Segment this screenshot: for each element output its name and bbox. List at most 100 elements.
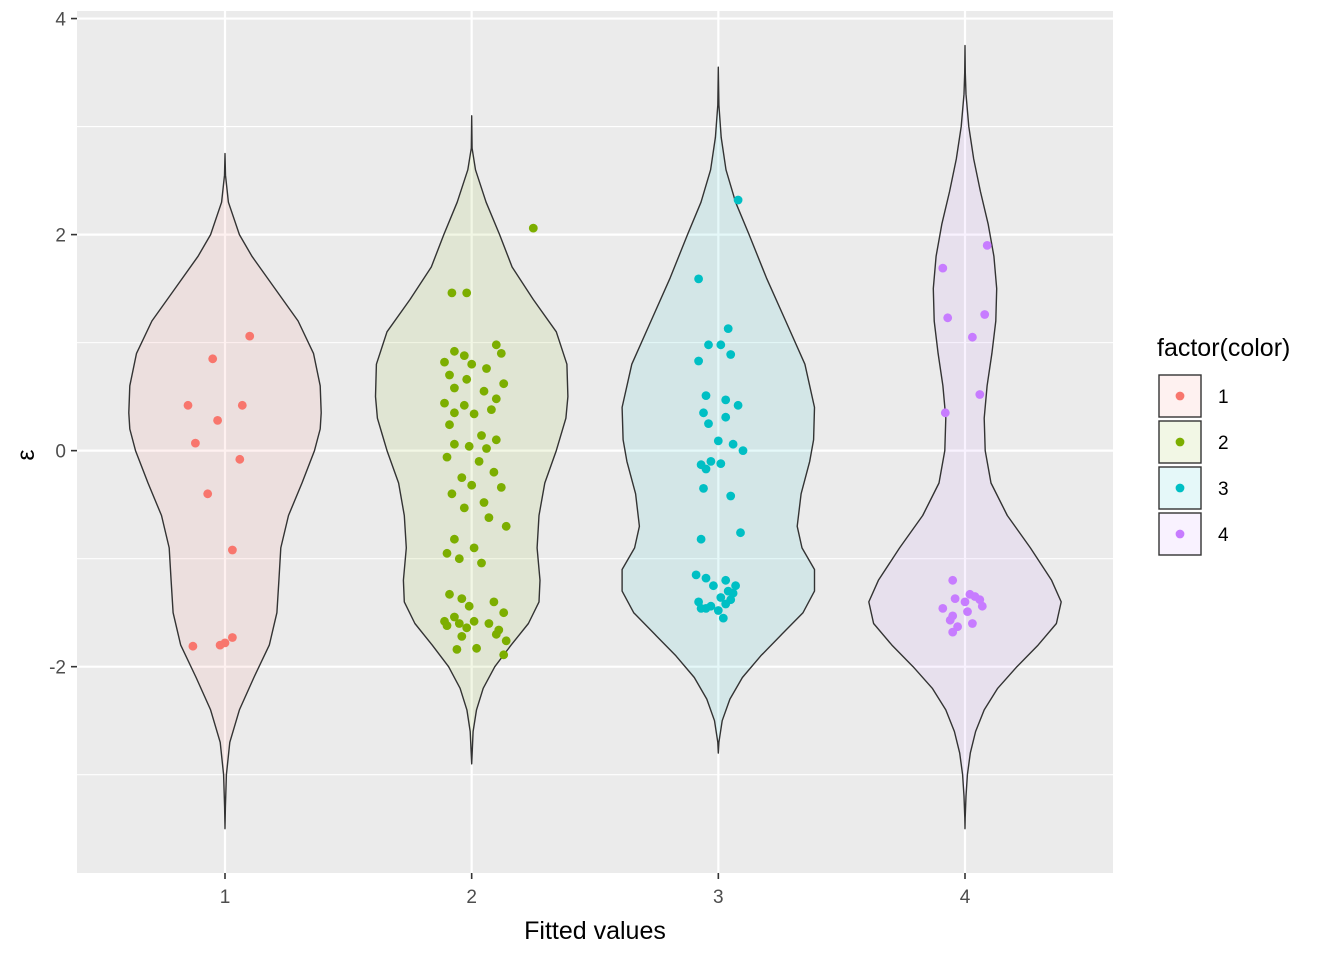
point-group-2 bbox=[464, 601, 474, 611]
point-group-2 bbox=[440, 357, 449, 367]
legend-keys: 1 2 3 4 bbox=[1158, 374, 1229, 556]
point-group-2 bbox=[499, 608, 509, 618]
violin-2 bbox=[374, 115, 569, 765]
point-group-3 bbox=[716, 459, 726, 468]
y-tick-label: 4 bbox=[55, 10, 66, 31]
point-group-4 bbox=[945, 615, 955, 625]
point-group-2 bbox=[459, 503, 469, 513]
point-group-1 bbox=[235, 454, 245, 464]
x-tick-label: 4 bbox=[960, 887, 971, 908]
point-group-3 bbox=[716, 340, 726, 350]
point-group-1 bbox=[237, 400, 247, 410]
point-group-2 bbox=[467, 480, 477, 490]
point-group-2 bbox=[501, 636, 511, 646]
point-group-1 bbox=[228, 633, 237, 642]
x-axis-ticks: 1 2 3 4 bbox=[220, 873, 971, 908]
point-group-3 bbox=[704, 419, 713, 428]
violin-4 bbox=[868, 44, 1062, 830]
legend-title: factor(color) bbox=[1157, 334, 1290, 362]
point-group-2 bbox=[469, 543, 479, 553]
point-group-3 bbox=[726, 350, 736, 359]
point-group-2 bbox=[440, 398, 449, 408]
point-group-2 bbox=[528, 223, 538, 233]
point-group-3 bbox=[696, 534, 706, 544]
point-group-2 bbox=[479, 498, 489, 507]
y-tick-label: 2 bbox=[55, 226, 66, 247]
point-group-4 bbox=[968, 332, 977, 342]
legend-label: 4 bbox=[1218, 525, 1229, 546]
point-group-3 bbox=[713, 436, 723, 446]
point-group-3 bbox=[721, 412, 731, 422]
point-group-3 bbox=[691, 570, 701, 580]
point-group-4 bbox=[977, 601, 987, 611]
point-group-2 bbox=[457, 473, 467, 482]
point-group-2 bbox=[462, 288, 472, 298]
point-group-3 bbox=[701, 464, 711, 474]
legend-key-point bbox=[1175, 437, 1185, 447]
point-group-2 bbox=[487, 405, 496, 414]
point-group-2 bbox=[484, 619, 494, 628]
point-group-4 bbox=[948, 575, 958, 585]
point-group-3 bbox=[728, 439, 738, 449]
point-group-2 bbox=[501, 521, 511, 531]
point-group-3 bbox=[696, 604, 706, 613]
legend-key-2: 2 bbox=[1158, 420, 1229, 464]
violin-3 bbox=[621, 66, 816, 754]
legend-key-point bbox=[1175, 483, 1185, 493]
point-group-2 bbox=[467, 359, 477, 369]
point-group-2 bbox=[489, 597, 499, 607]
y-axis-ticks: -2 0 2 4 bbox=[49, 10, 77, 679]
point-group-2 bbox=[499, 379, 509, 389]
minor-gridlines bbox=[77, 126, 1113, 776]
point-group-2 bbox=[454, 554, 464, 564]
point-group-3 bbox=[701, 573, 711, 583]
violins bbox=[128, 44, 1062, 830]
point-group-3 bbox=[721, 599, 731, 609]
point-group-3 bbox=[721, 395, 731, 405]
point-group-3 bbox=[709, 581, 718, 591]
plot-panel bbox=[77, 11, 1113, 873]
point-group-2 bbox=[484, 513, 494, 522]
point-group-2 bbox=[447, 288, 457, 298]
legend-key-3: 3 bbox=[1158, 466, 1229, 510]
point-group-4 bbox=[948, 627, 958, 637]
point-group-2 bbox=[462, 623, 472, 633]
y-tick-label: -2 bbox=[49, 658, 66, 679]
point-group-2 bbox=[469, 616, 479, 626]
legend-label: 2 bbox=[1218, 433, 1229, 454]
point-group-2 bbox=[450, 534, 459, 544]
point-group-2 bbox=[445, 420, 454, 430]
point-group-3 bbox=[721, 575, 731, 585]
point-group-2 bbox=[462, 374, 472, 384]
point-group-4 bbox=[980, 310, 990, 319]
point-group-1 bbox=[228, 545, 237, 555]
point-group-2 bbox=[477, 431, 486, 440]
point-group-1 bbox=[208, 354, 218, 364]
point-group-4 bbox=[982, 241, 992, 250]
point-group-3 bbox=[723, 324, 733, 333]
point-group-2 bbox=[450, 383, 459, 393]
point-group-2 bbox=[472, 643, 481, 653]
point-group-2 bbox=[464, 441, 474, 451]
point-group-4 bbox=[960, 597, 970, 607]
point-group-2 bbox=[459, 351, 469, 360]
point-group-2 bbox=[457, 632, 467, 641]
point-group-1 bbox=[213, 416, 223, 425]
point-group-2 bbox=[452, 645, 462, 654]
point-group-4 bbox=[963, 607, 972, 616]
point-group-3 bbox=[699, 408, 708, 418]
point-group-2 bbox=[496, 483, 506, 492]
point-group-3 bbox=[701, 391, 711, 400]
point-group-2 bbox=[440, 616, 449, 626]
point-group-3 bbox=[716, 593, 726, 602]
point-group-2 bbox=[457, 594, 467, 603]
point-group-2 bbox=[479, 386, 489, 396]
point-group-2 bbox=[491, 435, 501, 445]
point-group-2 bbox=[447, 489, 457, 499]
point-group-2 bbox=[454, 619, 464, 628]
point-group-4 bbox=[938, 263, 948, 273]
point-group-2 bbox=[477, 558, 486, 568]
point-group-2 bbox=[450, 408, 459, 418]
legend: factor(color) 1 2 3 4 bbox=[1157, 334, 1290, 556]
point-group-2 bbox=[442, 548, 452, 558]
